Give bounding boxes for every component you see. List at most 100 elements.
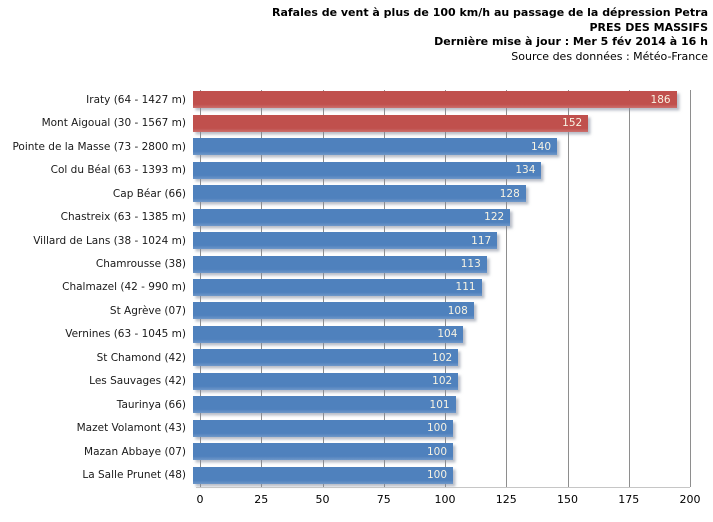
bar-row: Mazan Abbaye (07) 100 xyxy=(0,440,713,463)
bar-cell: 100 xyxy=(193,417,713,440)
bar-row: Chamrousse (38) 113 xyxy=(0,252,713,275)
bar-value-label: 117 xyxy=(471,234,492,247)
gridline-175 xyxy=(628,90,630,487)
category-label: Chastreix (63 - 1385 m) xyxy=(60,211,186,224)
bar: 122 xyxy=(193,208,511,226)
bar-row: Mazet Volamont (43) 100 xyxy=(0,417,713,440)
bar-value-label: 101 xyxy=(429,398,450,411)
bar-row: La Salle Prunet (48) 100 xyxy=(0,464,713,487)
category-label: St Agrève (07) xyxy=(109,304,186,317)
bar-value-label: 122 xyxy=(484,211,505,224)
gridline-150 xyxy=(567,90,569,487)
category-label: La Salle Prunet (48) xyxy=(82,469,186,482)
bar-row: Taurinya (66) 101 xyxy=(0,393,713,416)
bar: 108 xyxy=(193,302,474,320)
chart-updated-text: Dernière mise à jour : Mer 5 fév 2014 à … xyxy=(434,35,708,48)
bar-cell: 117 xyxy=(193,229,713,252)
category-label: Pointe de la Masse (73 - 2800 m) xyxy=(12,140,186,153)
bar: 117 xyxy=(193,232,498,250)
category-label: Villard de Lans (38 - 1024 m) xyxy=(33,234,186,247)
x-axis-tick-labels: 0 25 50 75 100 125 150 175 200 xyxy=(196,493,701,509)
x-tick-label: 150 xyxy=(557,493,578,506)
gridline-200 xyxy=(690,90,691,487)
bar-cell: 186 xyxy=(193,88,713,111)
bar-row: Les Sauvages (42) 102 xyxy=(0,370,713,393)
bar-cell: 100 xyxy=(193,464,713,487)
bar-cell: 134 xyxy=(193,158,713,181)
chart-title-block: Rafales de vent à plus de 100 km/h au pa… xyxy=(0,6,708,64)
x-tick-label: 100 xyxy=(434,493,456,506)
bar-value-label: 152 xyxy=(562,117,583,130)
bar-cell: 104 xyxy=(193,323,713,346)
chart-subtitle: PRES DES MASSIFS xyxy=(589,20,708,34)
bar-cell: 111 xyxy=(193,276,713,299)
bar: 186 xyxy=(193,91,677,109)
x-axis-line xyxy=(196,487,690,488)
bar: 100 xyxy=(193,443,453,461)
bar-cell: 100 xyxy=(193,440,713,463)
bar: 152 xyxy=(193,114,589,132)
bar-value-label: 100 xyxy=(426,422,447,435)
bar-row: Mont Aigoual (30 - 1567 m) 152 xyxy=(0,111,713,134)
bar-cell: 128 xyxy=(193,182,713,205)
category-label: Cap Béar (66) xyxy=(112,187,186,200)
bar-value-label: 102 xyxy=(432,375,453,388)
bar-value-label: 140 xyxy=(530,140,551,153)
category-label: Vernines (63 - 1045 m) xyxy=(65,328,186,341)
bar: 111 xyxy=(193,278,482,296)
category-label: St Chamond (42) xyxy=(96,351,186,364)
bar-cell: 122 xyxy=(193,205,713,228)
bar-rows: Iraty (64 - 1427 m) 186 Mont Aigoual (30 -… xyxy=(0,88,713,487)
bar-cell: 152 xyxy=(193,111,713,134)
bar-value-label: 102 xyxy=(432,351,453,364)
category-label: Chamrousse (38) xyxy=(95,258,186,271)
bar: 101 xyxy=(193,396,456,414)
bar-row: Villard de Lans (38 - 1024 m) 117 xyxy=(0,229,713,252)
x-tick-label: 125 xyxy=(495,493,517,506)
bar: 113 xyxy=(193,255,487,273)
bar: 102 xyxy=(193,372,459,390)
category-label: Chalmazel (42 - 990 m) xyxy=(62,281,186,294)
bar-value-label: 113 xyxy=(460,258,481,271)
x-tick-label: 200 xyxy=(679,493,701,506)
bar: 128 xyxy=(193,185,526,203)
category-label: Col du Béal (63 - 1393 m) xyxy=(50,164,186,177)
bar-cell: 101 xyxy=(193,393,713,416)
bar-row: Chastreix (63 - 1385 m) 122 xyxy=(0,205,713,228)
category-label: Mazet Volamont (43) xyxy=(76,422,186,435)
category-label: Taurinya (66) xyxy=(116,398,186,411)
bar-value-label: 100 xyxy=(426,469,447,482)
bar-cell: 102 xyxy=(193,370,713,393)
bar-row: St Agrève (07) 108 xyxy=(0,299,713,322)
bar-row: Col du Béal (63 - 1393 m) 134 xyxy=(0,158,713,181)
bar-cell: 113 xyxy=(193,252,713,275)
chart-title: Rafales de vent à plus de 100 km/h au pa… xyxy=(272,6,708,19)
bar: 100 xyxy=(193,466,453,484)
bar-value-label: 134 xyxy=(515,164,536,177)
category-label: Iraty (64 - 1427 m) xyxy=(86,93,186,106)
x-tick-label: 25 xyxy=(254,493,269,506)
category-label: Mont Aigoual (30 - 1567 m) xyxy=(41,117,186,130)
bar: 100 xyxy=(193,419,453,437)
category-label: Mazan Abbaye (07) xyxy=(84,445,186,458)
bar-value-label: 128 xyxy=(499,187,520,200)
bar-value-label: 111 xyxy=(455,281,476,294)
bar-row: Pointe de la Masse (73 - 2800 m) 140 xyxy=(0,135,713,158)
bar-row: Chalmazel (42 - 990 m) 111 xyxy=(0,276,713,299)
x-tick-label: 0 xyxy=(196,493,204,506)
bar-row: Iraty (64 - 1427 m) 186 xyxy=(0,88,713,111)
bar-row: St Chamond (42) 102 xyxy=(0,346,713,369)
bar: 104 xyxy=(193,325,464,343)
x-tick-label: 75 xyxy=(376,493,391,506)
bar-cell: 102 xyxy=(193,346,713,369)
category-label: Les Sauvages (42) xyxy=(89,375,186,388)
bar-value-label: 186 xyxy=(650,93,671,106)
gridline-125 xyxy=(506,90,508,487)
bar: 134 xyxy=(193,161,542,179)
bar-value-label: 108 xyxy=(447,304,468,317)
x-tick-label: 50 xyxy=(315,493,330,506)
bar-value-label: 100 xyxy=(426,445,447,458)
bar-cell: 108 xyxy=(193,299,713,322)
bar-cell: 140 xyxy=(193,135,713,158)
